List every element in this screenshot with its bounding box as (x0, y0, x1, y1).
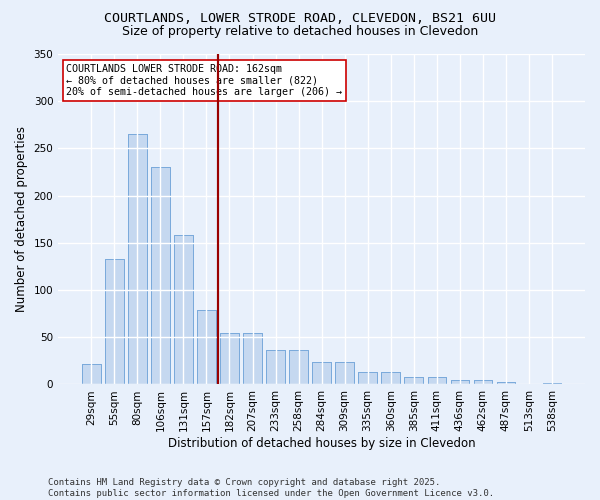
Bar (289, 350, 308, 384)
Bar (151, 168, 170, 384)
Text: Contains HM Land Registry data © Crown copyright and database right 2025.
Contai: Contains HM Land Registry data © Crown c… (48, 478, 494, 498)
Bar (358, 372, 377, 384)
Text: Size of property relative to detached houses in Clevedon: Size of property relative to detached ho… (122, 25, 478, 38)
Bar (497, 382, 515, 384)
Bar (335, 362, 354, 384)
Bar (174, 236, 193, 384)
Bar (451, 380, 469, 384)
Bar (473, 380, 492, 384)
Bar (197, 310, 215, 384)
Bar (382, 372, 400, 384)
Bar (151, 168, 170, 384)
Text: COURTLANDS, LOWER STRODE ROAD, CLEVEDON, BS21 6UU: COURTLANDS, LOWER STRODE ROAD, CLEVEDON,… (104, 12, 496, 26)
Bar (358, 372, 377, 384)
Bar (243, 334, 262, 384)
Bar (174, 236, 193, 384)
Bar (313, 362, 331, 384)
Bar (404, 377, 423, 384)
Bar (542, 382, 561, 384)
Bar (220, 334, 239, 384)
X-axis label: Distribution of detached houses by size in Clevedon: Distribution of detached houses by size … (168, 437, 475, 450)
Y-axis label: Number of detached properties: Number of detached properties (15, 126, 28, 312)
Bar (266, 350, 285, 384)
Bar (128, 134, 146, 384)
Bar (82, 364, 101, 384)
Bar (542, 382, 561, 384)
Bar (335, 362, 354, 384)
Bar (497, 382, 515, 384)
Bar (382, 372, 400, 384)
Bar (428, 377, 446, 384)
Bar (128, 134, 146, 384)
Bar (451, 380, 469, 384)
Bar (105, 259, 124, 384)
Bar (105, 259, 124, 384)
Bar (473, 380, 492, 384)
Bar (82, 364, 101, 384)
Bar (404, 377, 423, 384)
Bar (197, 310, 215, 384)
Bar (428, 377, 446, 384)
Bar (243, 334, 262, 384)
Bar (313, 362, 331, 384)
Bar (289, 350, 308, 384)
Text: COURTLANDS LOWER STRODE ROAD: 162sqm
← 80% of detached houses are smaller (822)
: COURTLANDS LOWER STRODE ROAD: 162sqm ← 8… (66, 64, 342, 97)
Bar (220, 334, 239, 384)
Bar (266, 350, 285, 384)
